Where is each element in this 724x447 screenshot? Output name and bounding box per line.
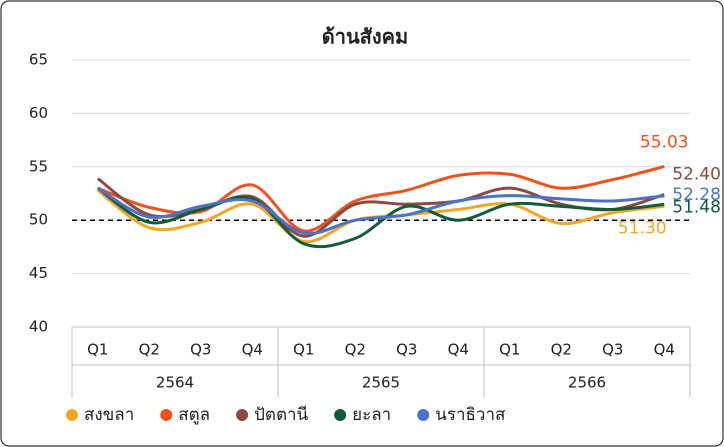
x-tick-label: Q1 [87, 341, 108, 359]
y-tick-label: 50 [29, 211, 48, 229]
x-tick-label: Q2 [139, 341, 160, 359]
x-tick-label: Q3 [602, 341, 623, 359]
legend-label: สตูล [178, 405, 210, 425]
y-tick-label: 55 [29, 157, 48, 175]
x-tick-label: Q3 [396, 341, 417, 359]
legend-label: นราธิวาส [435, 405, 506, 425]
y-tick-label: 45 [29, 264, 48, 282]
chart-title: ด้านสังคม [322, 25, 408, 49]
data-label: 52.40 [672, 165, 721, 185]
legend-label: ปัตตานี [254, 405, 308, 425]
y-tick-label: 60 [29, 104, 48, 122]
data-label: 51.30 [618, 218, 667, 238]
x-tick-label: Q4 [448, 341, 469, 359]
x-tick-label: Q4 [242, 341, 263, 359]
data-label: 52.28 [672, 185, 721, 205]
series-line [96, 186, 665, 249]
x-tick-label: Q2 [345, 341, 366, 359]
series-line [96, 186, 665, 236]
x-tick-label: Q2 [551, 341, 572, 359]
x-tick-label: Q1 [499, 341, 520, 359]
group-label: 2566 [568, 374, 606, 392]
group-label: 2564 [156, 374, 194, 392]
data-label: 51.48 [672, 197, 721, 217]
legend-marker [236, 409, 249, 421]
y-tick-label: 40 [29, 318, 48, 336]
legend-label: ยะลา [352, 405, 391, 425]
data-label: 55.03 [640, 132, 689, 152]
legend-marker [160, 409, 173, 421]
legend-marker [66, 409, 78, 421]
x-tick-label: Q4 [654, 341, 675, 359]
series-line [97, 165, 665, 233]
legend-marker [417, 409, 430, 421]
y-tick-label: 65 [29, 51, 48, 69]
x-tick-label: Q1 [293, 341, 314, 359]
legend-label: สงขลา [84, 405, 134, 425]
x-tick-label: Q3 [190, 341, 211, 359]
legend-marker [334, 409, 347, 421]
group-label: 2565 [362, 374, 400, 392]
